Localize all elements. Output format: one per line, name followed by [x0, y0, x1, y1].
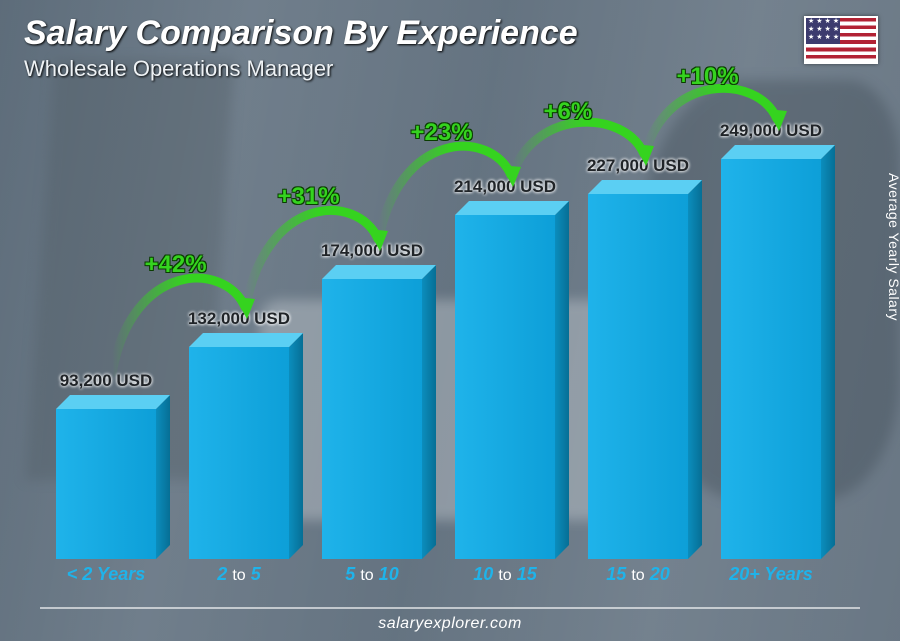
category-label: 5 to 10: [345, 564, 398, 585]
pct-increase-label: +23%: [411, 119, 473, 147]
pct-increase-label: +42%: [145, 251, 207, 279]
bar-value-label: 132,000 USD: [188, 309, 290, 329]
salary-bar: [588, 194, 688, 559]
salary-bar: [721, 159, 821, 559]
chart-title: Salary Comparison By Experience: [24, 14, 578, 53]
infographic-stage: Salary Comparison By Experience Wholesal…: [0, 0, 900, 641]
bar-value-label: 93,200 USD: [60, 371, 153, 391]
pct-increase-label: +10%: [677, 63, 739, 91]
source-footer: salaryexplorer.com: [0, 615, 900, 633]
chart-column: 93,200 USD < 2 Years: [40, 113, 172, 583]
salary-bar-chart: 93,200 USD < 2 Years 132,000 USD 2 to 5 174,…: [40, 113, 860, 583]
category-label: < 2 Years: [67, 564, 146, 585]
category-label: 20+ Years: [729, 564, 813, 585]
chart-subtitle: Wholesale Operations Manager: [24, 56, 333, 82]
chart-column: 249,000 USD 20+ Years: [705, 113, 837, 583]
salary-bar: [56, 409, 156, 559]
country-flag-icon: [804, 16, 878, 64]
salary-bar: [189, 347, 289, 559]
salary-bar: [455, 215, 555, 559]
salary-bar: [322, 279, 422, 559]
bar-value-label: 227,000 USD: [587, 156, 689, 176]
category-label: 15 to 20: [606, 564, 669, 585]
footer-divider: [40, 607, 860, 609]
bar-value-label: 214,000 USD: [454, 177, 556, 197]
bar-value-label: 249,000 USD: [720, 121, 822, 141]
category-label: 10 to 15: [473, 564, 536, 585]
y-axis-label: Average Yearly Salary: [886, 173, 900, 321]
pct-increase-label: +6%: [544, 98, 593, 126]
pct-increase-label: +31%: [278, 183, 340, 211]
chart-column: 214,000 USD 10 to 15: [439, 113, 571, 583]
category-label: 2 to 5: [217, 564, 260, 585]
bar-value-label: 174,000 USD: [321, 241, 423, 261]
chart-column: 227,000 USD 15 to 20: [572, 113, 704, 583]
